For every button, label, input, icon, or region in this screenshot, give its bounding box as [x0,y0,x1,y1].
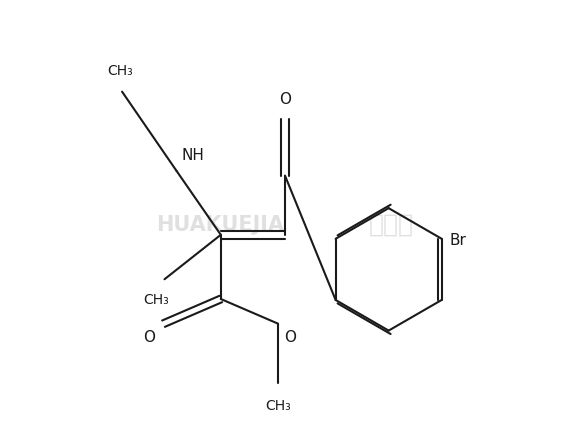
Text: HUAKUEJIA: HUAKUEJIA [157,215,285,235]
Text: O: O [144,330,155,345]
Text: CH₃: CH₃ [107,64,133,78]
Text: O: O [284,330,296,345]
Text: CH₃: CH₃ [265,399,291,413]
Text: O: O [279,92,291,107]
Text: 化学加: 化学加 [369,213,414,237]
Text: Br: Br [450,233,467,248]
Text: CH₃: CH₃ [144,293,169,307]
Text: NH: NH [181,148,204,163]
